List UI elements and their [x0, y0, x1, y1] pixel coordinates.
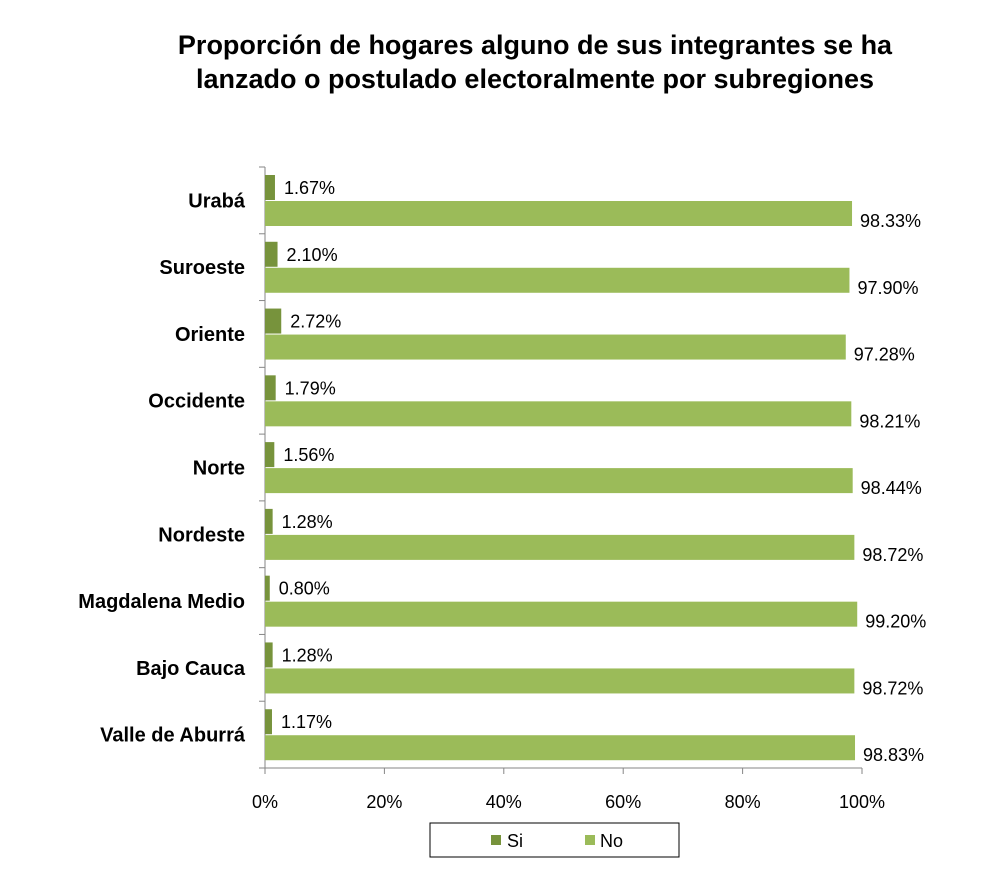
category-label-uraba: Urabá — [188, 190, 246, 212]
bar-si-occidente — [265, 375, 276, 401]
bar-si-valle-de-aburra — [265, 709, 272, 735]
data-label-si-bajo-cauca: 1.28% — [282, 645, 333, 665]
data-label-si-norte: 1.56% — [283, 445, 334, 465]
bar-si-oriente — [265, 308, 282, 334]
x-tick-label: 100% — [839, 792, 885, 812]
bar-no-occidente — [265, 401, 852, 427]
data-label-no-norte: 98.44% — [861, 478, 922, 498]
chart-labels: Urabá 1.67% 98.33% Suroeste 2.10% 97.90% Orien… — [78, 178, 926, 765]
bar-si-norte — [265, 442, 275, 468]
bar-no-magdalena-medio — [265, 601, 858, 627]
category-label-oriente: Oriente — [175, 324, 245, 346]
data-label-si-suroeste: 2.10% — [287, 245, 338, 265]
legend-swatch-si — [491, 835, 501, 845]
legend-swatch-no — [585, 835, 595, 845]
x-tick-label: 20% — [366, 792, 402, 812]
category-label-magdalena-medio: Magdalena Medio — [78, 591, 245, 613]
bar-no-bajo-cauca — [265, 668, 855, 694]
x-tick-label: 0% — [252, 792, 278, 812]
bar-no-norte — [265, 468, 853, 494]
legend-label-no: No — [600, 831, 623, 851]
bar-no-suroeste — [265, 267, 850, 293]
data-label-si-uraba: 1.67% — [284, 178, 335, 198]
category-label-norte: Norte — [193, 458, 245, 480]
category-label-valle-de-aburra: Valle de Aburrá — [100, 725, 246, 747]
category-label-suroeste: Suroeste — [159, 257, 245, 279]
x-tick-label: 60% — [605, 792, 641, 812]
x-tick-label: 80% — [725, 792, 761, 812]
data-label-no-uraba: 98.33% — [860, 211, 921, 231]
data-label-si-magdalena-medio: 0.80% — [279, 579, 330, 599]
category-label-occidente: Occidente — [148, 391, 245, 413]
data-label-si-oriente: 2.72% — [290, 312, 341, 332]
data-label-no-suroeste: 97.90% — [857, 278, 918, 298]
category-label-bajo-cauca: Bajo Cauca — [136, 658, 246, 680]
bar-si-nordeste — [265, 508, 273, 534]
data-label-si-occidente: 1.79% — [285, 378, 336, 398]
data-label-no-oriente: 97.28% — [854, 345, 915, 365]
category-label-nordeste: Nordeste — [158, 524, 245, 546]
chart-title: Proporción de hogares alguno de sus inte… — [177, 30, 893, 94]
data-label-si-nordeste: 1.28% — [282, 512, 333, 532]
legend-box — [429, 822, 680, 858]
chart-bars — [265, 175, 858, 761]
data-label-no-bajo-cauca: 98.72% — [862, 678, 923, 698]
bar-si-uraba — [265, 175, 275, 200]
chart-legend: Si No — [429, 822, 680, 858]
chart-axes: 0% 20% 40% 60% 80% 100% — [252, 166, 885, 812]
data-label-no-nordeste: 98.72% — [862, 545, 923, 565]
bar-si-magdalena-medio — [265, 575, 270, 601]
x-tick-label: 40% — [486, 792, 522, 812]
data-label-si-valle-de-aburra: 1.17% — [281, 712, 332, 732]
data-label-no-magdalena-medio: 99.20% — [865, 612, 926, 632]
bar-no-oriente — [265, 334, 846, 360]
data-label-no-valle-de-aburra: 98.83% — [863, 745, 924, 765]
bar-no-nordeste — [265, 534, 855, 560]
bar-no-uraba — [265, 201, 853, 226]
bar-si-bajo-cauca — [265, 642, 273, 668]
bar-no-valle-de-aburra — [265, 735, 856, 761]
data-label-no-occidente: 98.21% — [859, 411, 920, 431]
bar-si-suroeste — [265, 241, 278, 267]
legend-label-si: Si — [507, 831, 523, 851]
